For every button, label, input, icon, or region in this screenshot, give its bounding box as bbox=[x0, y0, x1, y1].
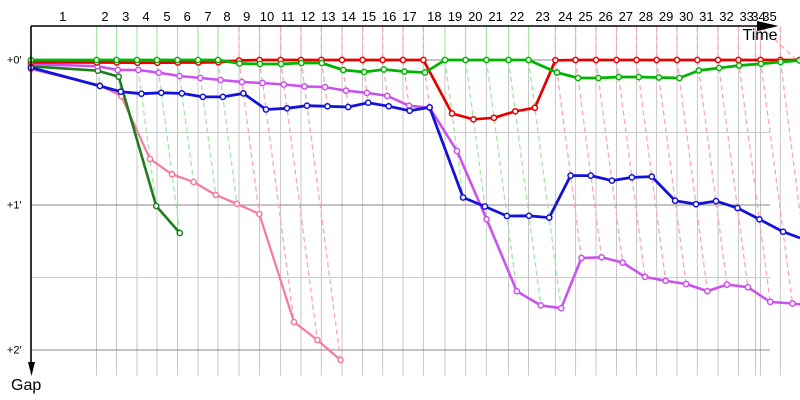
svg-text:4: 4 bbox=[142, 9, 149, 24]
svg-text:17: 17 bbox=[402, 9, 416, 24]
svg-text:+0′: +0′ bbox=[7, 55, 22, 67]
svg-text:25: 25 bbox=[578, 9, 592, 24]
svg-text:32: 32 bbox=[719, 9, 733, 24]
svg-text:28: 28 bbox=[639, 9, 653, 24]
svg-text:35: 35 bbox=[762, 9, 776, 24]
svg-text:27: 27 bbox=[619, 9, 633, 24]
svg-text:31: 31 bbox=[699, 9, 713, 24]
svg-text:29: 29 bbox=[659, 9, 673, 24]
svg-text:1: 1 bbox=[59, 9, 66, 24]
svg-text:34: 34 bbox=[751, 9, 765, 24]
svg-text:20: 20 bbox=[468, 9, 482, 24]
svg-text:19: 19 bbox=[448, 9, 462, 24]
svg-text:16: 16 bbox=[382, 9, 396, 24]
svg-text:12: 12 bbox=[301, 9, 315, 24]
svg-text:14: 14 bbox=[341, 9, 355, 24]
svg-text:18: 18 bbox=[427, 9, 441, 24]
svg-text:33: 33 bbox=[739, 9, 753, 24]
svg-text:11: 11 bbox=[281, 9, 295, 24]
svg-text:Gap: Gap bbox=[11, 377, 41, 394]
svg-text:3: 3 bbox=[122, 9, 129, 24]
svg-text:Time: Time bbox=[743, 27, 778, 44]
svg-text:7: 7 bbox=[204, 9, 211, 24]
svg-text:+2′: +2′ bbox=[7, 345, 22, 357]
svg-text:24: 24 bbox=[558, 9, 572, 24]
svg-text:30: 30 bbox=[679, 9, 693, 24]
svg-text:15: 15 bbox=[362, 9, 376, 24]
svg-text:8: 8 bbox=[223, 9, 230, 24]
svg-text:+1′: +1′ bbox=[7, 200, 22, 212]
svg-text:5: 5 bbox=[163, 9, 170, 24]
svg-text:26: 26 bbox=[598, 9, 612, 24]
svg-text:9: 9 bbox=[243, 9, 250, 24]
svg-text:2: 2 bbox=[101, 9, 108, 24]
svg-text:13: 13 bbox=[321, 9, 335, 24]
svg-text:22: 22 bbox=[510, 9, 524, 24]
svg-text:21: 21 bbox=[488, 9, 502, 24]
svg-text:23: 23 bbox=[535, 9, 549, 24]
svg-text:6: 6 bbox=[184, 9, 191, 24]
svg-text:10: 10 bbox=[260, 9, 274, 24]
